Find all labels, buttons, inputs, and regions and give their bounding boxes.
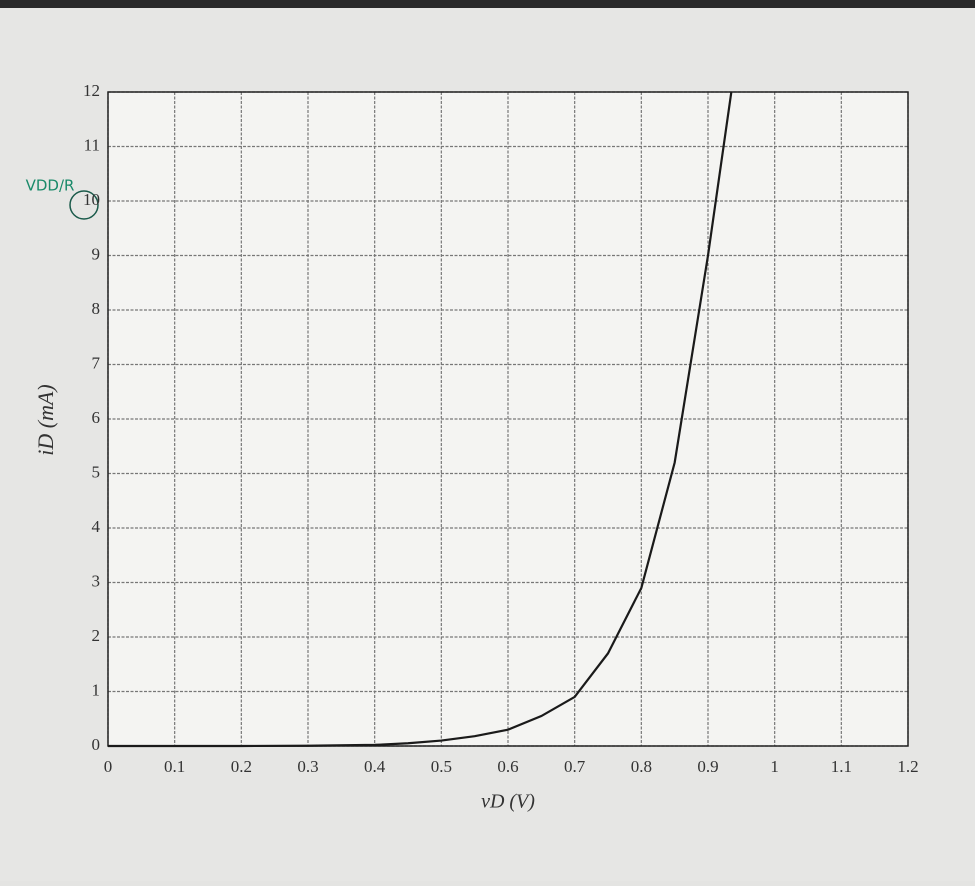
data-line — [108, 91, 733, 748]
y-tick-label: 9 — [92, 244, 101, 263]
y-tick-label: 12 — [83, 81, 100, 100]
y-tick-label: 4 — [92, 517, 101, 536]
annotation-circle — [69, 190, 99, 220]
y-tick-label: 1 — [92, 680, 101, 699]
plot-frame — [107, 91, 909, 747]
x-tick-label: 0.9 — [697, 757, 718, 776]
x-tick-label: 0.7 — [564, 757, 586, 776]
x-tick-label: 0.2 — [231, 757, 252, 776]
y-axis-label: iD (mA) — [33, 384, 58, 455]
top-bar — [0, 0, 975, 8]
y-tick-label: 8 — [92, 299, 101, 318]
x-tick-label: 0.3 — [297, 757, 318, 776]
y-tick-label: 2 — [92, 626, 101, 645]
x-tick-label: 1 — [770, 757, 779, 776]
y-tick-label: 5 — [92, 462, 101, 481]
x-tick-label: 0 — [104, 757, 113, 776]
y-tick-label: 11 — [84, 135, 100, 154]
x-tick-label: 0.6 — [497, 757, 518, 776]
x-tick-label: 0.5 — [431, 757, 452, 776]
y-tick-label: 7 — [92, 353, 101, 372]
x-tick-label: 1.1 — [831, 757, 852, 776]
y-tick-label: 6 — [92, 408, 101, 427]
y-tick-label: 3 — [92, 571, 101, 590]
x-tick-label: 0.4 — [364, 757, 386, 776]
x-tick-label: 0.8 — [631, 757, 652, 776]
annotation: VDD/R — [26, 177, 75, 195]
y-tick-label: 10 — [83, 190, 100, 209]
x-tick-label: 0.1 — [164, 757, 185, 776]
x-tick-label: 1.2 — [897, 757, 918, 776]
x-axis-label: vD (V) — [481, 791, 535, 813]
y-tick-label: 0 — [92, 735, 101, 754]
